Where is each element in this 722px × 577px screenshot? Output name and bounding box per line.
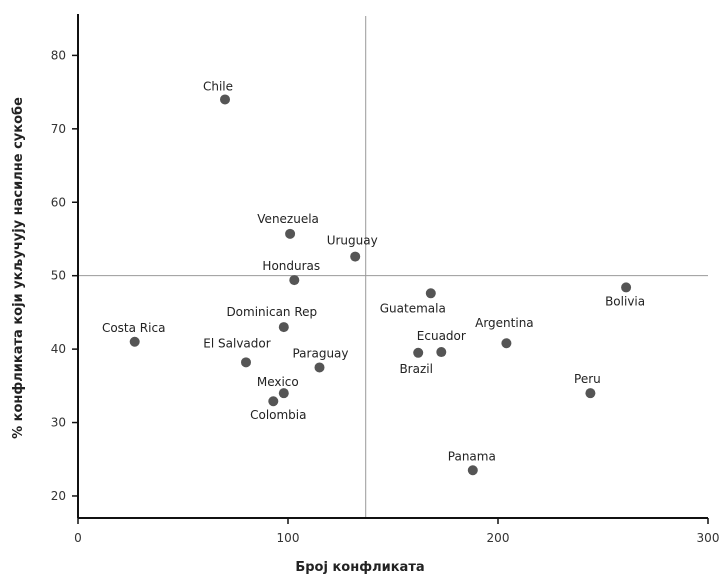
data-point xyxy=(314,362,325,373)
axes xyxy=(77,14,708,519)
point-label: Argentina xyxy=(475,316,534,330)
data-point xyxy=(467,465,478,476)
data-point xyxy=(413,347,424,358)
y-tick-label: 20 xyxy=(51,489,66,503)
y-tick-label: 80 xyxy=(51,48,66,62)
y-axis-title: % конфликата који укључују насилне сукоб… xyxy=(11,97,26,439)
data-point xyxy=(501,338,512,349)
reference-lines xyxy=(78,16,708,518)
data-point xyxy=(220,94,230,105)
data-point xyxy=(621,282,632,293)
data-point xyxy=(285,228,296,239)
data-points xyxy=(129,94,632,476)
point-label: Guatemala xyxy=(380,301,446,315)
data-point xyxy=(585,388,596,399)
data-point xyxy=(241,357,251,368)
y-tick-label: 50 xyxy=(51,269,66,283)
x-tick-label: 300 xyxy=(697,531,720,545)
y-tick-label: 30 xyxy=(51,416,66,430)
point-label: Panama xyxy=(448,449,496,463)
x-tick-label: 0 xyxy=(74,531,82,545)
data-point xyxy=(289,275,300,286)
x-tick-label: 100 xyxy=(277,531,300,545)
point-label: Brazil xyxy=(399,362,433,376)
point-label: Peru xyxy=(574,372,601,386)
point-label: Costa Rica xyxy=(102,321,165,335)
point-label: El Salvador xyxy=(203,336,270,350)
ticks: 0 100 200 300 20 30 40 50 60 70 80 xyxy=(51,48,720,545)
point-label: Honduras xyxy=(262,259,320,273)
data-point xyxy=(425,288,436,299)
point-label: Uruguay xyxy=(327,234,378,248)
data-point xyxy=(350,251,361,262)
point-label: Paraguay xyxy=(292,346,348,360)
x-axis-title: Број конфликата xyxy=(295,560,424,575)
point-label: Venezuela xyxy=(257,212,319,226)
point-label: Colombia xyxy=(250,408,306,422)
point-label: Chile xyxy=(203,79,233,93)
x-tick-label: 200 xyxy=(487,531,510,545)
data-point xyxy=(129,336,140,347)
y-tick-label: 40 xyxy=(51,342,66,356)
point-label: Ecuador xyxy=(417,329,466,343)
data-point xyxy=(278,322,289,333)
point-label: Bolivia xyxy=(605,294,645,308)
data-point xyxy=(268,396,279,407)
data-point xyxy=(278,388,289,399)
data-point xyxy=(436,347,447,358)
point-labels: Chile Venezuela Uruguay Honduras Guatemala Bo… xyxy=(102,79,645,463)
point-label: Mexico xyxy=(257,375,299,389)
point-label: Dominican Rep xyxy=(226,305,317,319)
y-tick-label: 70 xyxy=(51,122,66,136)
y-tick-label: 60 xyxy=(51,195,66,209)
